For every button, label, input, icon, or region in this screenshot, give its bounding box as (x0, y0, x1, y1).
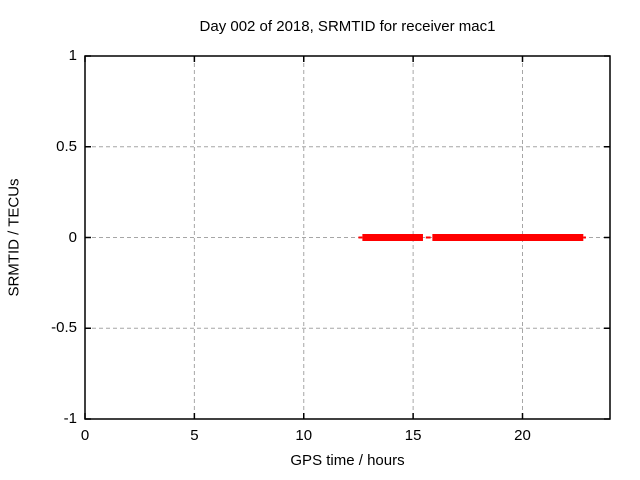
series-segment (432, 234, 584, 241)
x-tick-label: 15 (404, 427, 422, 444)
x-tick-label: 10 (295, 427, 313, 444)
series-segment (362, 234, 423, 241)
y-tick-label: -0.5 (51, 319, 77, 337)
series-segment (425, 236, 431, 239)
y-tick-label: 0.5 (56, 137, 77, 155)
x-tick-label: 20 (514, 427, 531, 444)
chart-title: Day 002 of 2018, SRMTID for receiver mac… (199, 18, 496, 35)
x-tick-label: 0 (80, 427, 90, 444)
series-segment (358, 236, 363, 239)
series-segment (583, 236, 586, 239)
x-tick-label: 5 (190, 427, 199, 444)
y-tick-label: 1 (68, 47, 77, 64)
y-tick-label: 0 (68, 228, 77, 246)
y-tick-label: -1 (63, 410, 77, 427)
x-axis-label: GPS time / hours (290, 452, 405, 469)
